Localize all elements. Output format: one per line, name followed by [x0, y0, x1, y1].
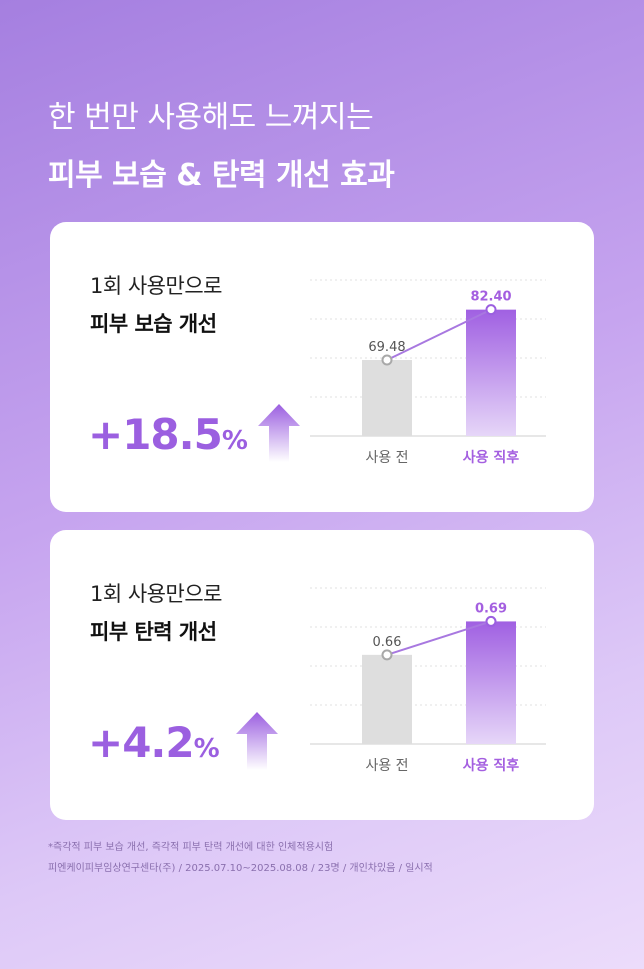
- increase-value: +18.5: [88, 410, 223, 459]
- bar-before: [362, 654, 412, 744]
- increase-percentage: +4.2%: [88, 718, 220, 767]
- category-label: 사용 전: [365, 758, 408, 774]
- data-label: 82.40: [470, 290, 511, 305]
- elasticity-bar-chart: 0.66 사용 전 0.69 사용 직후: [310, 587, 546, 774]
- arrow-up-icon: [236, 712, 278, 770]
- moisture-bar-chart: 69.48 사용 전 82.40 사용 직후: [310, 279, 546, 466]
- category-label: 사용 직후: [463, 449, 520, 466]
- footnote-line2: 피엔케이피부임상연구센타(주) / 2025.07.10~2025.08.08 …: [48, 863, 433, 874]
- increase-unit: %: [193, 734, 220, 764]
- arrow-up-icon: [258, 404, 300, 462]
- trend-point: [381, 354, 393, 366]
- increase-unit: %: [221, 426, 248, 456]
- data-label: 0.66: [373, 635, 402, 650]
- elasticity-card: 1회 사용만으로 피부 탄력 개선 +4.2% 0.66 사용 전 0.69 사용 직…: [50, 530, 594, 820]
- card-subtitle: 1회 사용만으로: [90, 582, 222, 606]
- headline-line1: 한 번만 사용해도 느껴지는: [48, 100, 374, 135]
- category-label: 사용 직후: [463, 757, 520, 774]
- bar-before: [362, 360, 412, 436]
- card-title: 피부 보습 개선: [90, 312, 217, 336]
- footnote: *즉각적 피부 보습 개선, 즉각적 피부 탄력 개선에 대한 인체적용시험 피…: [48, 837, 433, 879]
- headline-line2: 피부 보습 & 탄력 개선 효과: [48, 158, 395, 193]
- increase-percentage: +18.5%: [88, 410, 248, 459]
- trend-point: [485, 615, 497, 627]
- bar-after: [466, 309, 516, 436]
- increase-value: +4.2: [88, 718, 195, 767]
- moisture-card: 1회 사용만으로 피부 보습 개선 +18.5% 69.48 사용 전 82.40 사…: [50, 222, 594, 512]
- trend-point: [381, 649, 393, 661]
- trend-line: [386, 308, 492, 361]
- card-title: 피부 탄력 개선: [90, 620, 217, 644]
- trend-line: [386, 620, 492, 656]
- data-label: 0.69: [475, 601, 507, 616]
- trend-point: [485, 304, 497, 316]
- category-label: 사용 전: [365, 450, 408, 466]
- footnote-line1: *즉각적 피부 보습 개선, 즉각적 피부 탄력 개선에 대한 인체적용시험: [48, 842, 334, 853]
- headline: 한 번만 사용해도 느껴지는 피부 보습 & 탄력 개선 효과: [48, 92, 395, 194]
- card-subtitle: 1회 사용만으로: [90, 274, 222, 298]
- data-label: 69.48: [368, 340, 405, 355]
- bar-after: [466, 621, 516, 744]
